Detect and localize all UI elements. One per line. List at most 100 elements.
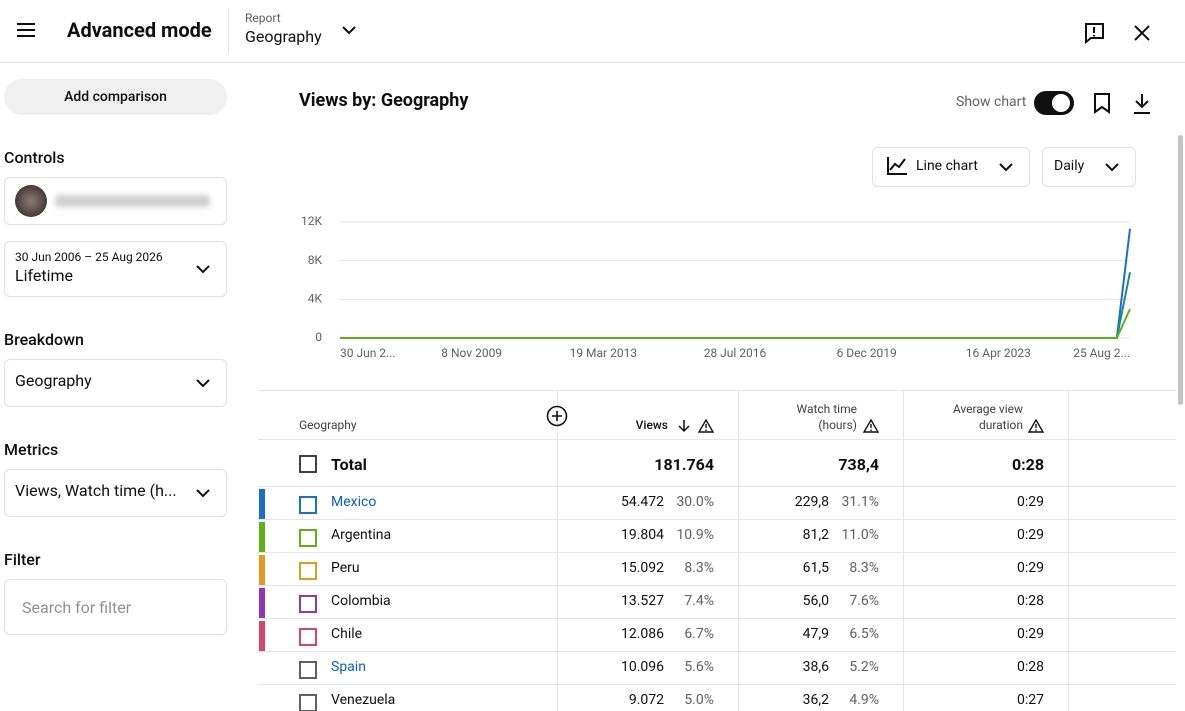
total-label: Total [331,455,367,474]
row-border [258,519,1176,520]
watch-time: 81,2 [802,527,829,543]
x-tick-label: 16 Apr 2023 [966,346,1031,360]
scrollbar [1178,135,1183,405]
country-name: Argentina [331,527,392,543]
column-header: Watch time (hours) [796,402,857,432]
row-border [258,552,1176,553]
warning-icon [697,418,715,437]
country-link[interactable]: Spain [331,659,366,675]
breakdown-value: Geography [15,371,92,390]
row-color-bar [259,621,265,651]
date-select[interactable] [4,241,227,297]
column-divider [557,390,558,711]
total-watch-time: 738,4 [838,455,879,474]
column-header: Views [635,418,668,432]
row-border [258,486,1176,487]
date-range: 30 Jun 2006 – 25 Aug 2026 [15,250,163,264]
report-label: Report [245,11,281,25]
filter-input[interactable] [4,579,227,635]
y-tick-label: 0 [315,330,322,344]
chevron [999,163,1013,172]
chevron [196,489,210,498]
avg-duration: 0:27 [1017,692,1044,708]
add-comparison-button[interactable]: Add comparison [4,79,227,115]
views: 12.086 [620,626,664,642]
checkbox[interactable] [299,455,317,473]
avatar [15,185,47,217]
views: 54.472 [620,494,664,510]
country-name: Colombia [331,593,391,609]
views-share: 7.4% [684,593,714,609]
breakdown-select[interactable] [4,359,227,407]
views: 10.096 [620,659,664,675]
chart: 0 4K 8K 12K 30 Jun 2... 8 Nov 2009 19 Mar 2013… [301,214,1131,360]
watch-share: 4.9% [849,692,879,708]
chart-type: Line chart [916,158,978,174]
menu-icon[interactable] [16,21,36,39]
close-icon[interactable] [1134,25,1150,41]
checkbox[interactable] [299,694,317,711]
download-icon[interactable] [1132,93,1152,115]
top-bar [0,0,1185,63]
toggle-knob [1052,94,1070,112]
x-tick-label: 6 Dec 2019 [837,346,897,360]
watch-time: 47,9 [802,626,829,642]
watch-share: 31.1% [841,494,879,510]
views-share: 10.9% [676,527,714,543]
checkbox[interactable] [299,529,317,547]
row-border [258,651,1176,652]
warning-icon [862,418,880,437]
checkbox[interactable] [299,628,317,646]
chart-type-select[interactable] [872,147,1030,187]
avg-duration: 0:29 [1017,626,1044,642]
row-color-bar [259,588,265,618]
row-border [258,684,1176,685]
row-color-bar [259,522,265,552]
channel-select[interactable] [4,177,227,225]
report-select[interactable]: Geography [245,27,322,46]
period: Lifetime [15,266,74,285]
x-tick-label: 30 Jun 2... [340,346,396,360]
x-tick-label: 8 Nov 2009 [441,346,502,360]
column-header: Geography [299,418,357,432]
report-title: Views by: Geography [299,90,469,111]
avg-duration: 0:29 [1017,494,1044,510]
filter-placeholder: Search for filter [22,598,132,617]
feedback-icon[interactable] [1083,22,1105,44]
views: 19.804 [620,527,664,543]
section-label: Breakdown [4,330,84,349]
row-border [258,585,1176,586]
chevron [1105,163,1119,172]
column-header: Average view duration [952,402,1023,432]
column-divider [738,390,739,711]
y-tick-label: 12K [301,214,322,228]
column-divider [1068,390,1069,711]
checkbox[interactable] [299,496,317,514]
watch-time: 38,6 [802,659,829,675]
series-line [340,228,1131,339]
row-border [258,439,1176,440]
avg-duration: 0:28 [1017,593,1044,609]
toggle[interactable] [1034,91,1074,115]
metrics-select[interactable] [4,469,227,517]
checkbox[interactable] [299,562,317,580]
avg-duration: 0:28 [1017,659,1044,675]
add-column-icon[interactable] [546,405,568,431]
y-tick-label: 4K [308,292,323,306]
checkbox[interactable] [299,595,317,613]
country-name: Venezuela [331,692,396,708]
total-views: 181.764 [654,455,714,474]
watch-time: 36,2 [802,692,829,708]
watch-share: 6.5% [849,626,879,642]
header-border [258,390,1176,391]
chevron [196,265,210,274]
watch-share: 5.2% [849,659,879,675]
country-name: Chile [331,626,363,642]
section-label: Metrics [4,440,59,459]
report-chevron[interactable] [341,24,357,36]
country-link[interactable]: Mexico [331,494,377,510]
bookmark-icon[interactable] [1093,92,1111,114]
interval-select[interactable] [1042,147,1136,187]
checkbox[interactable] [299,661,317,679]
